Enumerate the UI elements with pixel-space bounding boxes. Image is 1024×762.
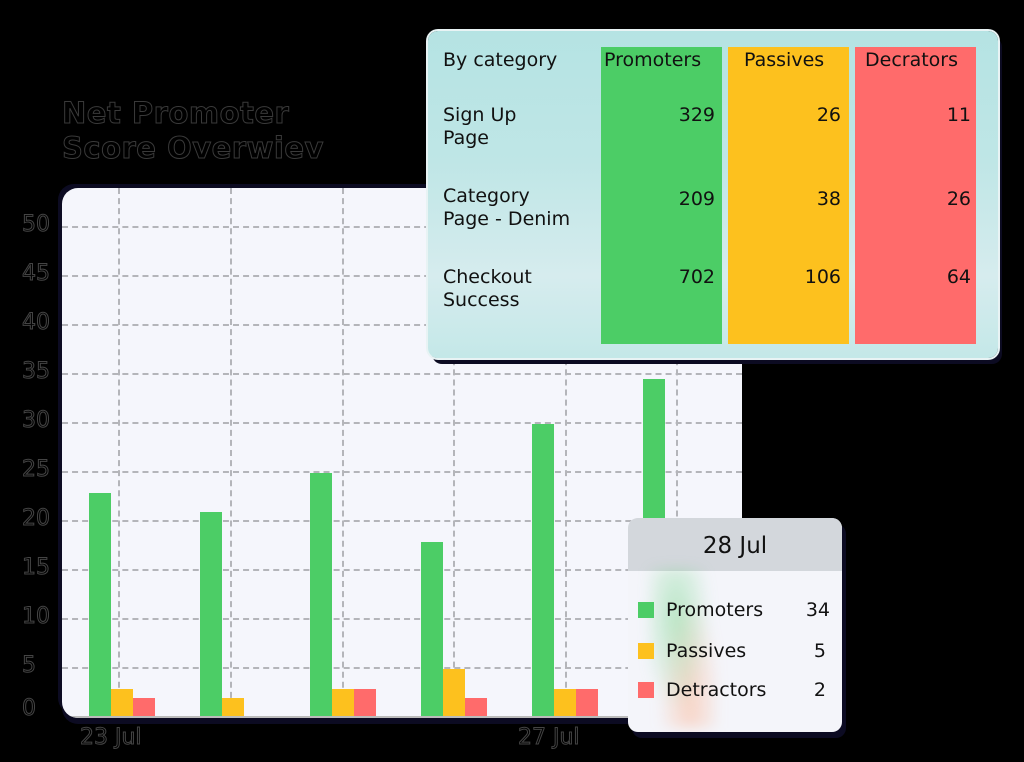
y-tick: 30: [22, 408, 51, 433]
table-cell: 26: [816, 104, 841, 126]
bar-promoters-25-jul[interactable]: [310, 473, 332, 718]
gridline: [62, 520, 742, 522]
bar-detractors-23-jul[interactable]: [133, 698, 155, 718]
gridline: [118, 188, 120, 718]
gridline: [62, 667, 742, 669]
table-cell: 702: [678, 266, 715, 288]
y-tick: 20: [22, 506, 51, 531]
detractors-legend-swatch-icon: [638, 682, 654, 698]
bar-passives-24-jul[interactable]: [222, 698, 244, 718]
table-cell: 106: [804, 266, 841, 288]
x-tick: 23 Jul: [80, 725, 143, 750]
gridline: [230, 188, 232, 718]
table-cell: 11: [946, 104, 971, 126]
gridline: [62, 275, 742, 277]
gridline: [62, 618, 742, 620]
y-tick: 35: [22, 359, 51, 384]
category-table: By category Promoters Passives Decrators…: [428, 31, 998, 358]
table-row-label: Category Page - Denim: [443, 185, 571, 230]
table-cell: 26: [946, 188, 971, 210]
table-header-detractors: Decrators: [865, 49, 959, 71]
gridline: [62, 471, 742, 473]
gridline: [62, 226, 742, 228]
bar-detractors-25-jul[interactable]: [354, 689, 376, 718]
gridline: [565, 188, 567, 718]
y-tick: 10: [22, 604, 51, 629]
tooltip-row-promoters: Promoters 34: [638, 598, 830, 622]
tooltip-row-passives: Passives 5: [638, 639, 830, 663]
bar-promoters-27-jul[interactable]: [532, 424, 554, 718]
bar-passives-25-jul[interactable]: [332, 689, 354, 718]
table-row-label: Checkout Success: [443, 266, 532, 311]
bar-passives-27-jul[interactable]: [554, 689, 576, 718]
y-tick: 5: [22, 653, 37, 678]
gridline: [453, 188, 455, 718]
y-tick: 0: [22, 696, 37, 721]
y-tick: 45: [22, 261, 51, 286]
detractors-column: [855, 47, 976, 344]
bar-passives-23-jul[interactable]: [111, 689, 133, 718]
table-cell: 64: [946, 266, 971, 288]
table-header-promoters: Promoters: [604, 49, 702, 71]
y-tick: 50: [22, 212, 51, 237]
passives-legend-swatch-icon: [638, 643, 654, 659]
chart-title-line-1: Net Promoter: [62, 96, 290, 131]
y-tick: 25: [22, 457, 51, 482]
y-tick: 40: [22, 310, 51, 335]
gridline: [62, 324, 742, 326]
tooltip-row-detractors: Detractors 2: [638, 678, 830, 702]
x-tick: 27 Jul: [518, 725, 581, 750]
table-cell: 209: [678, 188, 715, 210]
bar-promoters-23-jul[interactable]: [89, 493, 111, 718]
table-cell: 329: [678, 104, 715, 126]
gridline: [342, 188, 344, 718]
bar-promoters-24-jul[interactable]: [200, 512, 222, 718]
bar-promoters-26-jul[interactable]: [421, 542, 443, 718]
tooltip-date: 28 Jul: [628, 518, 842, 571]
x-axis-line: [62, 716, 742, 718]
chart-title: Net Promoter Score Overwiev: [62, 96, 324, 166]
gridline: [62, 569, 742, 571]
promoters-column: [601, 47, 722, 344]
chart-title-line-2: Score Overwiev: [62, 131, 324, 166]
table-header-category: By category: [443, 49, 558, 71]
y-tick: 15: [22, 555, 51, 580]
table-row-label: Sign Up Page: [443, 104, 517, 149]
gridline: [676, 188, 678, 718]
promoters-legend-swatch-icon: [638, 602, 654, 618]
table-header-passives: Passives: [744, 49, 825, 71]
passives-column: [728, 47, 849, 344]
tooltip-backdrop-blur: [648, 568, 718, 728]
bar-passives-26-jul[interactable]: [443, 669, 465, 718]
bar-detractors-27-jul[interactable]: [576, 689, 598, 718]
gridline: [62, 422, 742, 424]
bar-detractors-26-jul[interactable]: [465, 698, 487, 718]
table-cell: 38: [816, 188, 841, 210]
chart-tooltip: 28 Jul Promoters 34 Passives 5 Detractor…: [628, 518, 842, 732]
gridline: [62, 373, 742, 375]
